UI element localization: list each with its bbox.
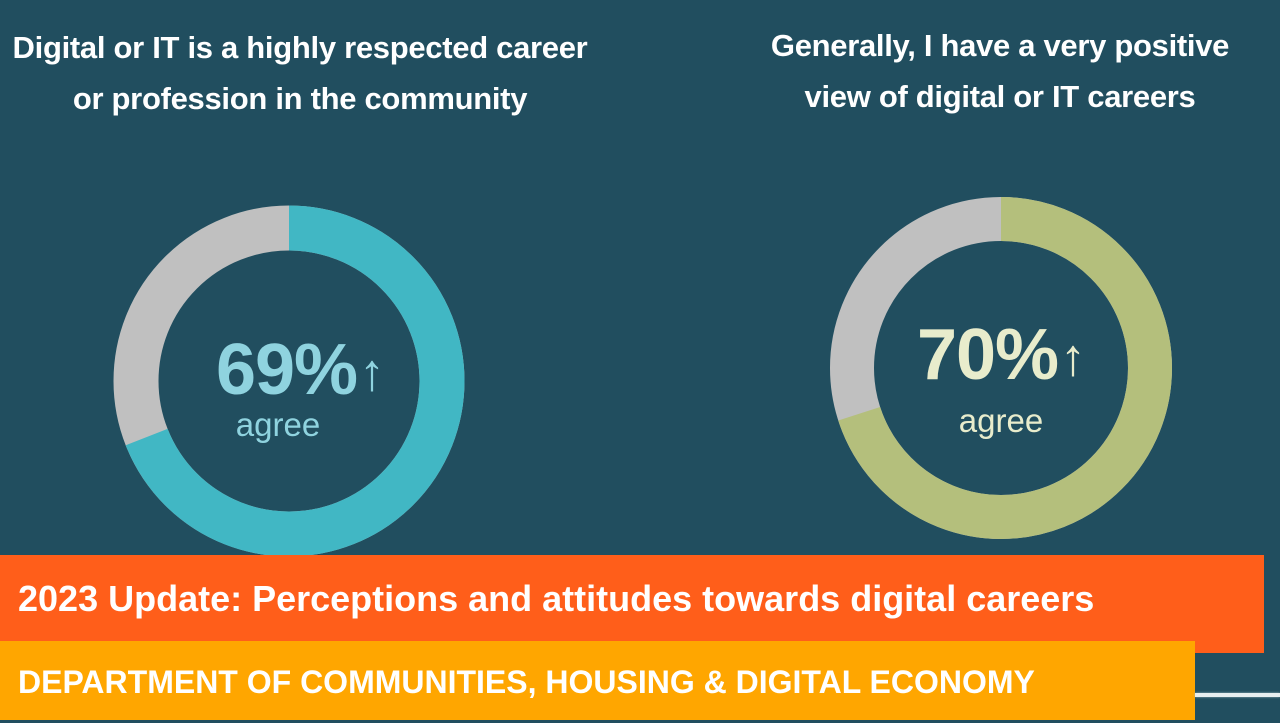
title-banner: 2023 Update: Perceptions and attitudes t… (0, 555, 1264, 653)
percent-text: 69% (215, 330, 358, 410)
donut-agree-segment (830, 197, 1172, 539)
percent-text: 70% (916, 315, 1059, 395)
department-banner: DEPARTMENT OF COMMUNITIES, HOUSING & DIG… (0, 641, 1195, 720)
divider-line (1195, 693, 1280, 697)
agree-label: agree (235, 406, 321, 443)
percent-value: 70%↑ (830, 315, 1172, 402)
arrow-up-icon: ↑ (359, 344, 385, 402)
percent-value: 69%↑ (113, 330, 465, 417)
arrow-up-icon: ↑ (1060, 329, 1086, 387)
question-1-title: Digital or IT is a highly respected care… (12, 30, 588, 116)
donut-ring (830, 197, 1172, 539)
agree-label: agree (958, 402, 1044, 439)
donut-chart-respected-career: 69%↑ agree (113, 205, 465, 557)
donut-ring (113, 205, 465, 557)
donut-agree-segment (113, 205, 465, 557)
question-2-title: Generally, I have a very positive view o… (770, 28, 1230, 114)
donut-chart-positive-view: 70%↑ agree (830, 197, 1172, 539)
